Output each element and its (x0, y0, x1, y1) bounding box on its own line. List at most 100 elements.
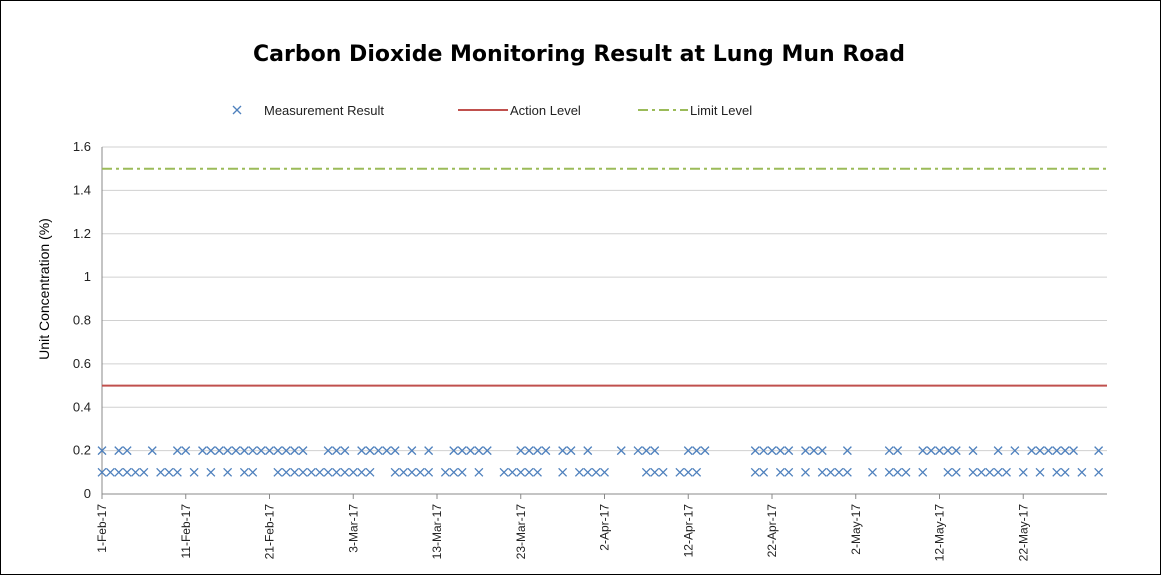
marker-stroke (382, 446, 392, 456)
measurement-point (189, 467, 199, 477)
measurement-point (533, 467, 542, 477)
marker-stroke (801, 446, 810, 456)
marker-stroke (1069, 446, 1078, 456)
marker-stroke (868, 467, 877, 477)
marker-stroke (323, 467, 333, 477)
measurement-point (901, 467, 911, 477)
marker-stroke (641, 467, 651, 477)
marker-stroke (1077, 467, 1087, 477)
measurement-point (474, 446, 484, 456)
marker-stroke (884, 446, 894, 456)
measurement-point (951, 446, 961, 456)
measurement-point (826, 467, 836, 477)
marker-stroke (817, 467, 827, 477)
marker-stroke (172, 446, 182, 456)
marker-stroke (884, 467, 894, 477)
measurement-point (1060, 467, 1070, 477)
measurement-point (424, 467, 434, 477)
marker-stroke (767, 446, 777, 456)
marker-stroke (842, 446, 852, 456)
y-tick-label: 0.8 (73, 313, 91, 328)
marker-stroke (516, 467, 526, 477)
marker-stroke (759, 446, 769, 456)
marker-stroke (583, 446, 593, 456)
marker-stroke (122, 467, 132, 477)
x-tick-label: 1-Feb-17 (95, 504, 109, 553)
marker-stroke (683, 446, 693, 456)
measurement-point (181, 446, 191, 456)
measurement-point (935, 446, 944, 456)
measurement-point (1027, 446, 1037, 456)
measurement-point (298, 467, 308, 477)
measurement-point (775, 467, 785, 477)
marker-stroke (658, 467, 668, 477)
marker-stroke (1002, 467, 1011, 477)
marker-stroke (298, 446, 308, 456)
measurement-point (172, 446, 182, 456)
y-tick-label: 1.6 (73, 139, 91, 154)
x-tick-label: 22-May-17 (1016, 504, 1030, 562)
x-tick-label: 23-Mar-17 (514, 504, 528, 560)
measurement-point (114, 467, 124, 477)
measurement-point (533, 446, 542, 456)
measurement-point (750, 467, 760, 477)
marker-stroke (332, 467, 341, 477)
plot-area: 0 0.2 0.4 0.6 0.8 1 1.2 1.4 1.6 1-Feb-17 11-Feb-17… (73, 139, 1107, 561)
marker-stroke (683, 467, 693, 477)
measurement-point (248, 446, 258, 456)
measurement-point (415, 467, 425, 477)
measurement-point (466, 446, 475, 456)
marker-stroke (750, 446, 760, 456)
marker-stroke (600, 467, 609, 477)
measurement-point (131, 467, 140, 477)
marker-stroke (650, 467, 660, 477)
marker-stroke (474, 446, 484, 456)
marker-stroke (390, 446, 400, 456)
measurement-point (516, 467, 526, 477)
measurement-point (323, 446, 333, 456)
marker-stroke (533, 467, 542, 477)
measurement-point (650, 467, 660, 477)
marker-stroke (474, 467, 484, 477)
marker-stroke (206, 467, 216, 477)
measurement-point (784, 467, 794, 477)
marker-stroke (943, 467, 953, 477)
marker-stroke (1094, 446, 1104, 456)
marker-stroke (248, 446, 258, 456)
legend-action: Action Level (458, 103, 581, 118)
marker-stroke (558, 446, 568, 456)
measurement-point (223, 446, 233, 456)
measurement-point (239, 446, 249, 456)
measurement-point (809, 446, 819, 456)
marker-stroke (131, 467, 140, 477)
measurement-point (105, 467, 115, 477)
measurement-point (499, 467, 509, 477)
x-tick-label: 22-Apr-17 (765, 504, 779, 558)
marker-stroke (340, 446, 350, 456)
marker-stroke (801, 467, 810, 477)
marker-stroke (348, 467, 358, 477)
marker-stroke (566, 446, 576, 456)
legend-limit: Limit Level (638, 103, 752, 118)
measurement-point (583, 467, 593, 477)
measurement-point (683, 467, 693, 477)
measurement-point (332, 467, 341, 477)
marker-stroke (239, 446, 249, 456)
measurement-point (114, 446, 124, 456)
marker-stroke (1052, 467, 1062, 477)
measurement-point (298, 446, 308, 456)
measurement-point (600, 467, 609, 477)
marker-stroke (415, 467, 425, 477)
legend-measurement-label: Measurement Result (264, 103, 384, 118)
measurement-point (616, 446, 626, 456)
marker-stroke (466, 446, 475, 456)
measurement-point (926, 446, 936, 456)
marker-stroke (499, 467, 509, 477)
marker-stroke (834, 467, 844, 477)
measurement-point (348, 467, 358, 477)
marker-stroke (97, 446, 107, 456)
measurement-point (784, 446, 794, 456)
marker-stroke (189, 467, 199, 477)
marker-stroke (239, 467, 249, 477)
measurement-point (449, 446, 459, 456)
